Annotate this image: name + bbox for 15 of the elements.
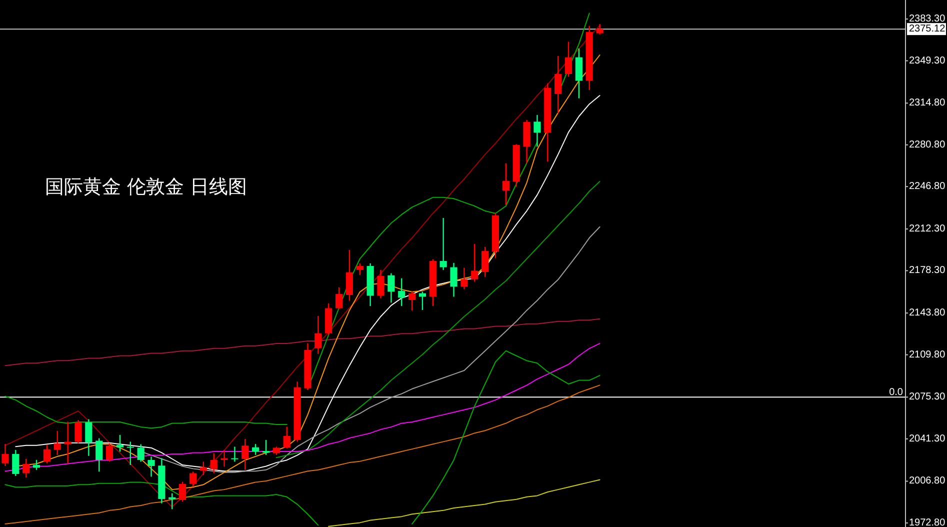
y-tick-label: 2212.30 xyxy=(909,223,946,234)
annotation: 0.0 xyxy=(889,387,903,398)
y-tick-label: 2143.80 xyxy=(909,308,946,319)
y-tick-label: 2314.80 xyxy=(909,98,946,109)
y-tick-label: 2109.80 xyxy=(909,349,946,360)
y-tick-label: 2383.30 xyxy=(909,14,946,25)
y-tick-label: 1972.80 xyxy=(909,517,946,527)
y-tick-label: 2178.30 xyxy=(909,265,946,276)
y-tick-label: 2006.80 xyxy=(909,476,946,487)
y-tick-label: 2246.80 xyxy=(909,181,946,192)
y-tick-label: 2280.80 xyxy=(909,139,946,150)
y-tick-label: 2349.30 xyxy=(909,55,946,66)
y-tick-label: 2041.30 xyxy=(909,433,946,444)
y-tick-label: 2075.30 xyxy=(909,392,946,403)
title: 国际黄金 伦敦金 日线图 xyxy=(45,176,248,198)
